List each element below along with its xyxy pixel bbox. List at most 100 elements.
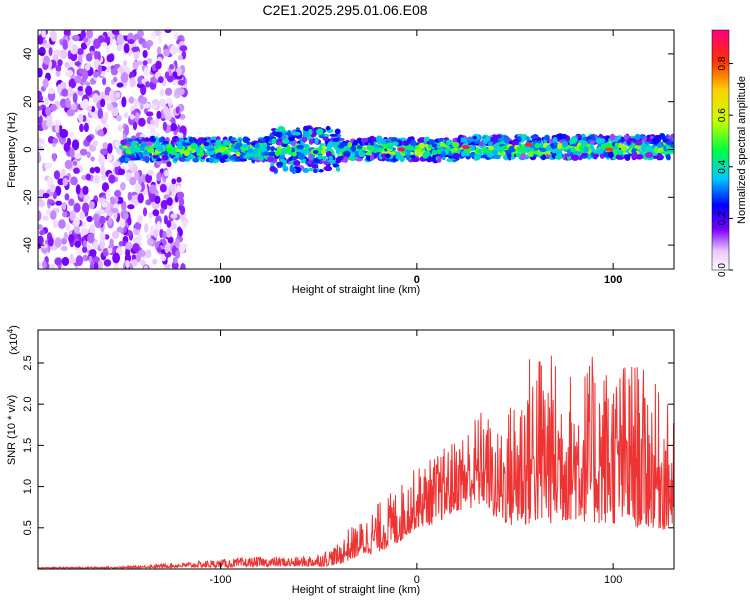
heatmap-cell (276, 141, 283, 146)
heatmap-cell (86, 151, 91, 159)
heatmap-cell (75, 255, 84, 267)
heatmap-cell (46, 114, 53, 122)
heatmap-cell (87, 233, 95, 244)
heatmap-cell (127, 39, 135, 45)
heatmap-cell (142, 60, 148, 66)
heatmap-cell (134, 183, 142, 193)
heatmap-cell (38, 210, 42, 222)
heatmap-cell (163, 48, 170, 57)
heatmap-cell (169, 64, 175, 70)
heatmap-cell (323, 161, 331, 165)
heatmap-cell (63, 231, 68, 240)
heatmap-cell (141, 174, 147, 184)
heatmap-cell (153, 229, 159, 238)
heatmap-cell (527, 151, 534, 157)
heatmap-cell (525, 136, 530, 141)
heatmap-cell (589, 134, 596, 139)
heatmap-cell (209, 157, 214, 164)
heatmap-cell (323, 166, 332, 171)
heatmap-cell (151, 99, 160, 105)
heatmap-cell (375, 147, 384, 153)
heatmap-cell (89, 167, 95, 174)
heatmap-cell (138, 117, 146, 127)
heatmap-cell (520, 146, 526, 150)
heatmap-cell (69, 210, 76, 221)
heatmap-cell (176, 148, 184, 153)
heatmap-cell (101, 182, 110, 192)
heatmap-cell (94, 50, 99, 61)
heatmap-cell (254, 143, 260, 149)
heatmap-cell (139, 103, 144, 110)
heatmap-cell (519, 153, 527, 160)
heatmap-cell (102, 142, 109, 149)
heatmap-cell (590, 152, 595, 157)
heatmap-cell (54, 257, 63, 266)
heatmap-cell (38, 105, 43, 112)
heatmap-cell (80, 30, 86, 40)
heatmap-cell (92, 213, 101, 223)
heatmap-cell (510, 155, 516, 160)
heatmap-cell (38, 235, 44, 246)
heatmap-cell (92, 174, 101, 184)
colorbar (711, 29, 730, 271)
heatmap-cell (154, 195, 161, 205)
heatmap-cell (81, 70, 89, 81)
heatmap-cell (472, 136, 478, 140)
heatmap-cell (634, 145, 642, 149)
heatmap-cell (111, 230, 120, 239)
heatmap-cell (47, 236, 54, 247)
heatmap-cell (104, 95, 110, 102)
heatmap-cell (552, 136, 558, 143)
heatmap-cell (537, 151, 544, 156)
heatmap-cell (414, 148, 423, 153)
heatmap-cell (131, 46, 140, 52)
heatmap-cell (101, 174, 107, 181)
heatmap-cell (86, 215, 93, 223)
heatmap-cell (281, 137, 290, 145)
heatmap-cell (75, 184, 81, 195)
heatmap-cell (142, 207, 148, 217)
heatmap-cell (109, 196, 116, 204)
heatmap-cell (329, 133, 338, 137)
heatmap-cell (137, 151, 144, 157)
heatmap-cell (133, 98, 138, 109)
y-tick-label: -40 (22, 237, 34, 253)
heatmap-cell (134, 157, 141, 161)
heatmap-cell (282, 165, 289, 172)
heatmap-cell (159, 88, 165, 97)
heatmap-cell (40, 243, 48, 249)
heatmap-cell (582, 146, 590, 153)
heatmap-cell (156, 172, 162, 182)
heatmap-cell (318, 169, 324, 173)
heatmap-cell (435, 143, 442, 149)
heatmap-cell (256, 154, 264, 159)
heatmap-cell (124, 124, 130, 136)
heatmap-cell (653, 146, 659, 153)
heatmap-cell (385, 153, 391, 159)
heatmap-cell (401, 141, 406, 145)
heatmap-cell (86, 30, 94, 39)
heatmap-cell (109, 238, 114, 250)
heatmap-cell (164, 169, 169, 177)
heatmap-cell (387, 145, 394, 150)
heatmap-cell (148, 137, 157, 142)
heatmap-cell (131, 259, 138, 267)
heatmap-cell (38, 94, 44, 103)
heatmap-cell (61, 168, 66, 178)
heatmap-cell (103, 111, 109, 122)
heatmap-cell (143, 265, 149, 269)
heatmap-cell (269, 133, 275, 137)
heatmap-cell (105, 46, 111, 53)
colorbar-tick-label: 0.6 (717, 108, 728, 122)
heatmap-cell (92, 140, 99, 147)
heatmap-cell (97, 259, 103, 269)
heatmap-cell (82, 185, 89, 195)
heatmap-cell (634, 133, 641, 141)
heatmap-cell (557, 143, 563, 150)
heatmap-cell (99, 231, 106, 243)
heatmap-cell (291, 151, 297, 157)
heatmap-cell (127, 204, 135, 210)
heatmap-cell (322, 155, 327, 162)
heatmap-cell (439, 142, 446, 147)
heatmap-cell (62, 211, 68, 218)
